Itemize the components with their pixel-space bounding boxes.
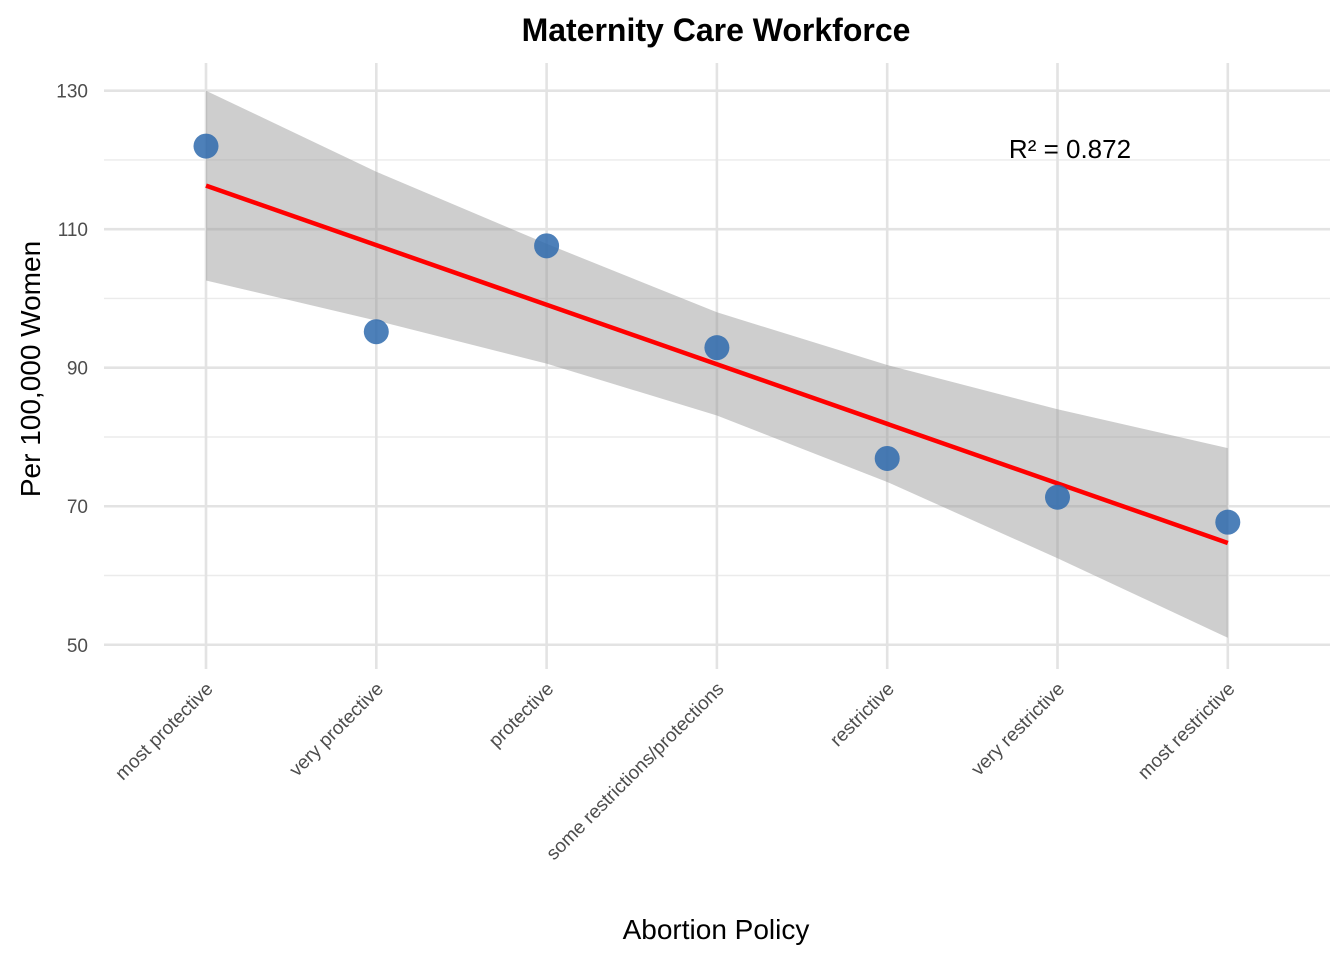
x-tick-label: very restrictive xyxy=(968,679,1069,780)
x-axis-ticks: most protective very protective protective… xyxy=(112,679,1240,865)
y-tick-label: 130 xyxy=(56,82,88,103)
y-axis-ticks: 50 70 90 110 130 xyxy=(56,82,88,657)
chart-title: Maternity Care Workforce xyxy=(522,12,911,48)
data-point xyxy=(874,445,900,471)
data-point xyxy=(1045,484,1070,510)
data-point xyxy=(1215,509,1241,535)
data-point xyxy=(193,133,219,159)
x-tick-label: very protective xyxy=(286,679,388,781)
trend-line-segment xyxy=(205,183,1229,546)
data-point xyxy=(534,233,560,259)
x-tick-label: restrictive xyxy=(826,679,898,751)
data-points xyxy=(193,133,1241,535)
y-tick-label: 50 xyxy=(67,636,88,657)
x-axis-title: Abortion Policy xyxy=(623,914,810,945)
trend-line xyxy=(205,183,1229,546)
x-tick-label: most protective xyxy=(112,679,218,785)
y-axis-title: Per 100,000 Women xyxy=(15,241,46,497)
x-tick-label: some restrictions/protections xyxy=(543,679,729,865)
x-tick-label: most restrictive xyxy=(1134,679,1239,784)
r-squared-annotation: R² = 0.872 xyxy=(1009,134,1131,164)
y-tick-label: 90 xyxy=(67,359,88,380)
data-point xyxy=(363,319,389,345)
x-tick-label: protective xyxy=(485,679,558,752)
y-tick-label: 110 xyxy=(58,220,88,241)
data-point xyxy=(704,335,730,361)
y-tick-label: 70 xyxy=(67,497,88,518)
